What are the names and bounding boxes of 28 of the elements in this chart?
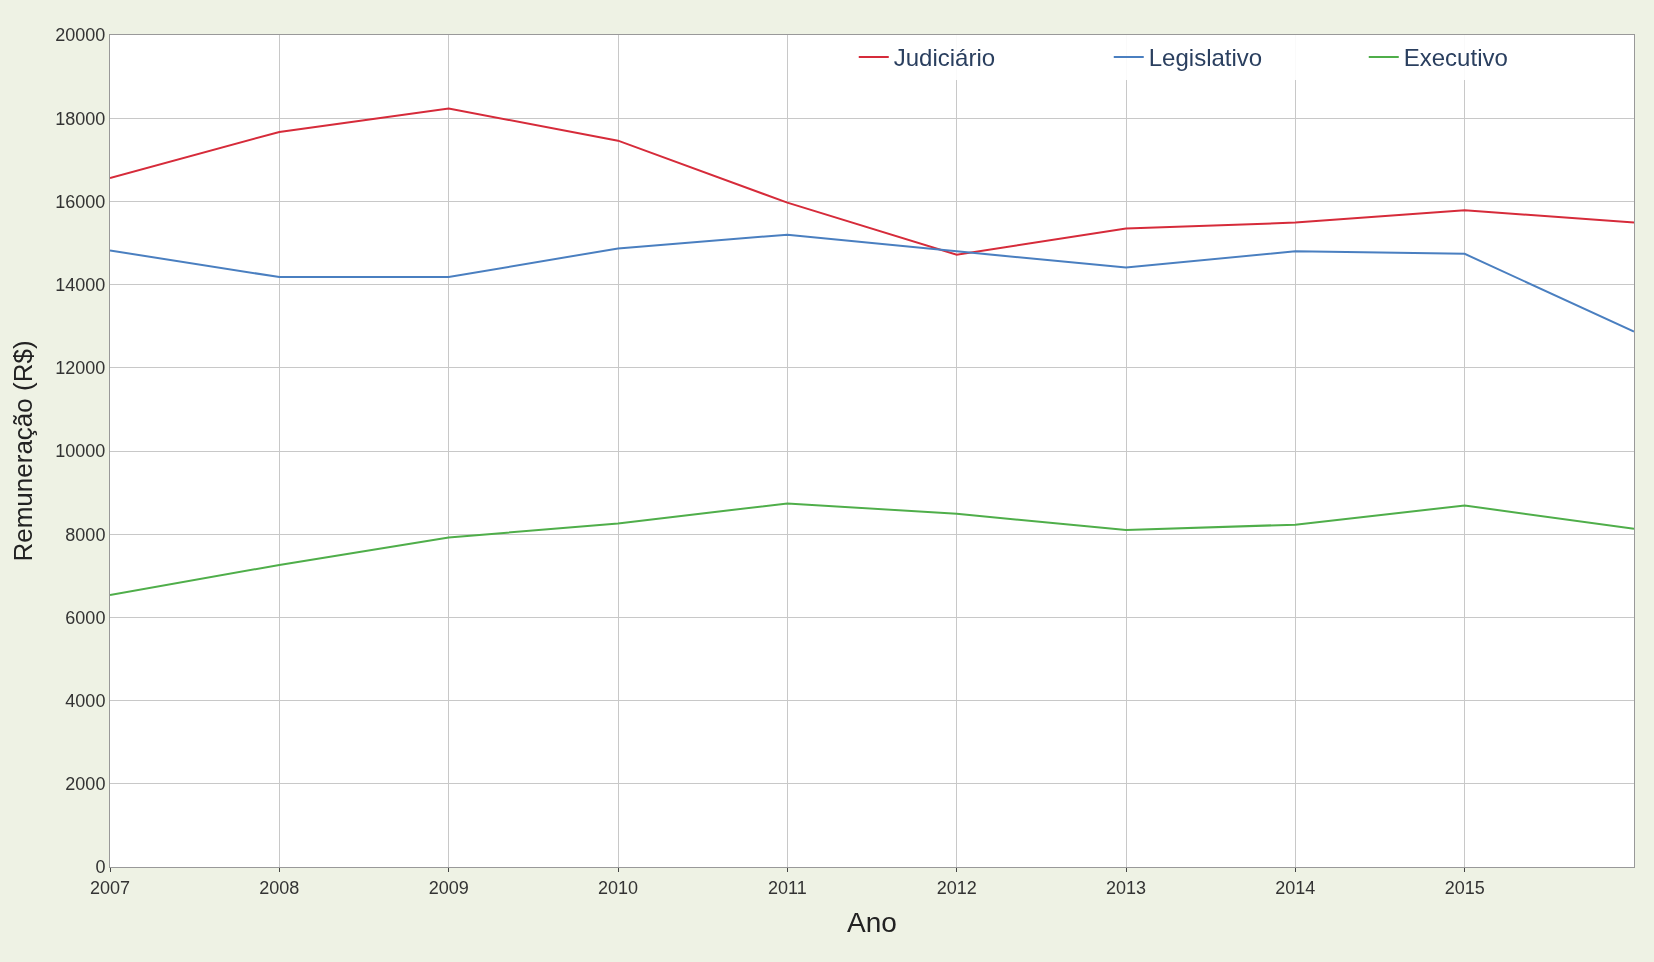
line-series <box>110 233 1634 333</box>
y-tick-label: 14000 <box>55 274 106 295</box>
x-tick-label: 2008 <box>259 877 300 898</box>
line-series <box>110 107 1634 256</box>
x-tick-label: 2013 <box>1105 877 1147 898</box>
legend-label: Legislativo <box>1148 44 1263 72</box>
y-tick-label: 10000 <box>55 441 106 462</box>
legend-label: Executivo <box>1403 44 1508 72</box>
y-tick-label: 4000 <box>65 690 106 711</box>
x-tick-label: 2015 <box>1444 877 1485 898</box>
y-tick-label: 6000 <box>65 607 106 628</box>
y-tick-label: 8000 <box>65 524 106 545</box>
x-tick-label: 2010 <box>597 877 639 898</box>
y-tick-label: 0 <box>95 857 106 878</box>
line-series <box>110 502 1634 596</box>
x-tick-label: 2011 <box>767 877 807 898</box>
y-tick-label: 2000 <box>65 774 106 795</box>
y-axis-title: Remuneração (R$) <box>7 340 38 562</box>
y-tick-label: 20000 <box>55 25 106 46</box>
x-axis-title: Ano <box>847 906 897 938</box>
x-tick-label: 2012 <box>936 877 977 898</box>
x-tick-label: 2007 <box>89 877 131 898</box>
y-tick-label: 18000 <box>55 108 106 129</box>
x-tick-label: 2014 <box>1275 877 1316 898</box>
y-tick-label: 16000 <box>55 191 106 212</box>
x-tick-label: 2009 <box>428 877 469 898</box>
legend-label: Judiciário <box>893 44 996 72</box>
y-tick-label: 12000 <box>55 358 106 379</box>
